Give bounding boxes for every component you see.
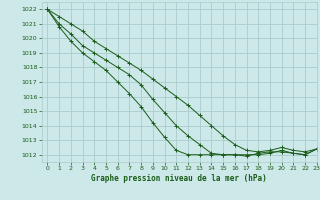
X-axis label: Graphe pression niveau de la mer (hPa): Graphe pression niveau de la mer (hPa) (91, 174, 267, 183)
